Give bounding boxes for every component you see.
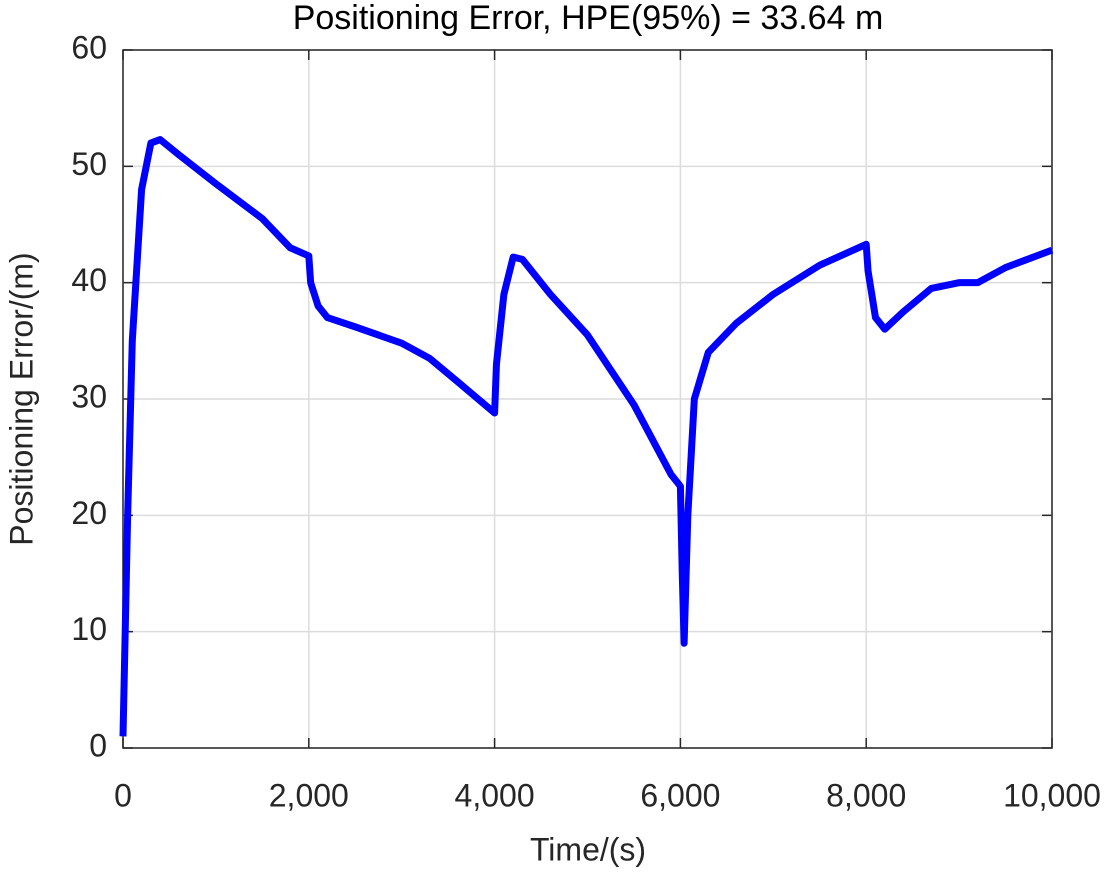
y-tick-label: 30 [71,378,107,414]
y-tick-label: 60 [71,29,107,65]
x-tick-label: 6,000 [640,777,720,813]
y-axis-label: Positioning Error/(m) [3,252,39,545]
y-tick-label: 40 [71,262,107,298]
y-tick-label: 0 [89,727,107,763]
x-tick-label: 2,000 [269,777,349,813]
x-tick-label: 8,000 [826,777,906,813]
y-tick-label: 20 [71,495,107,531]
x-axis-label: Time/(s) [530,831,646,867]
x-tick-label: 0 [114,777,132,813]
x-tick-label: 10,000 [1003,777,1101,813]
plot-frame [122,49,1053,749]
y-tick-label: 50 [71,146,107,182]
y-tick-label: 10 [71,611,107,647]
x-tick-label: 4,000 [455,777,535,813]
data-line [119,136,1054,737]
chart-title: Positioning Error, HPE(95%) = 33.64 m [293,0,884,37]
